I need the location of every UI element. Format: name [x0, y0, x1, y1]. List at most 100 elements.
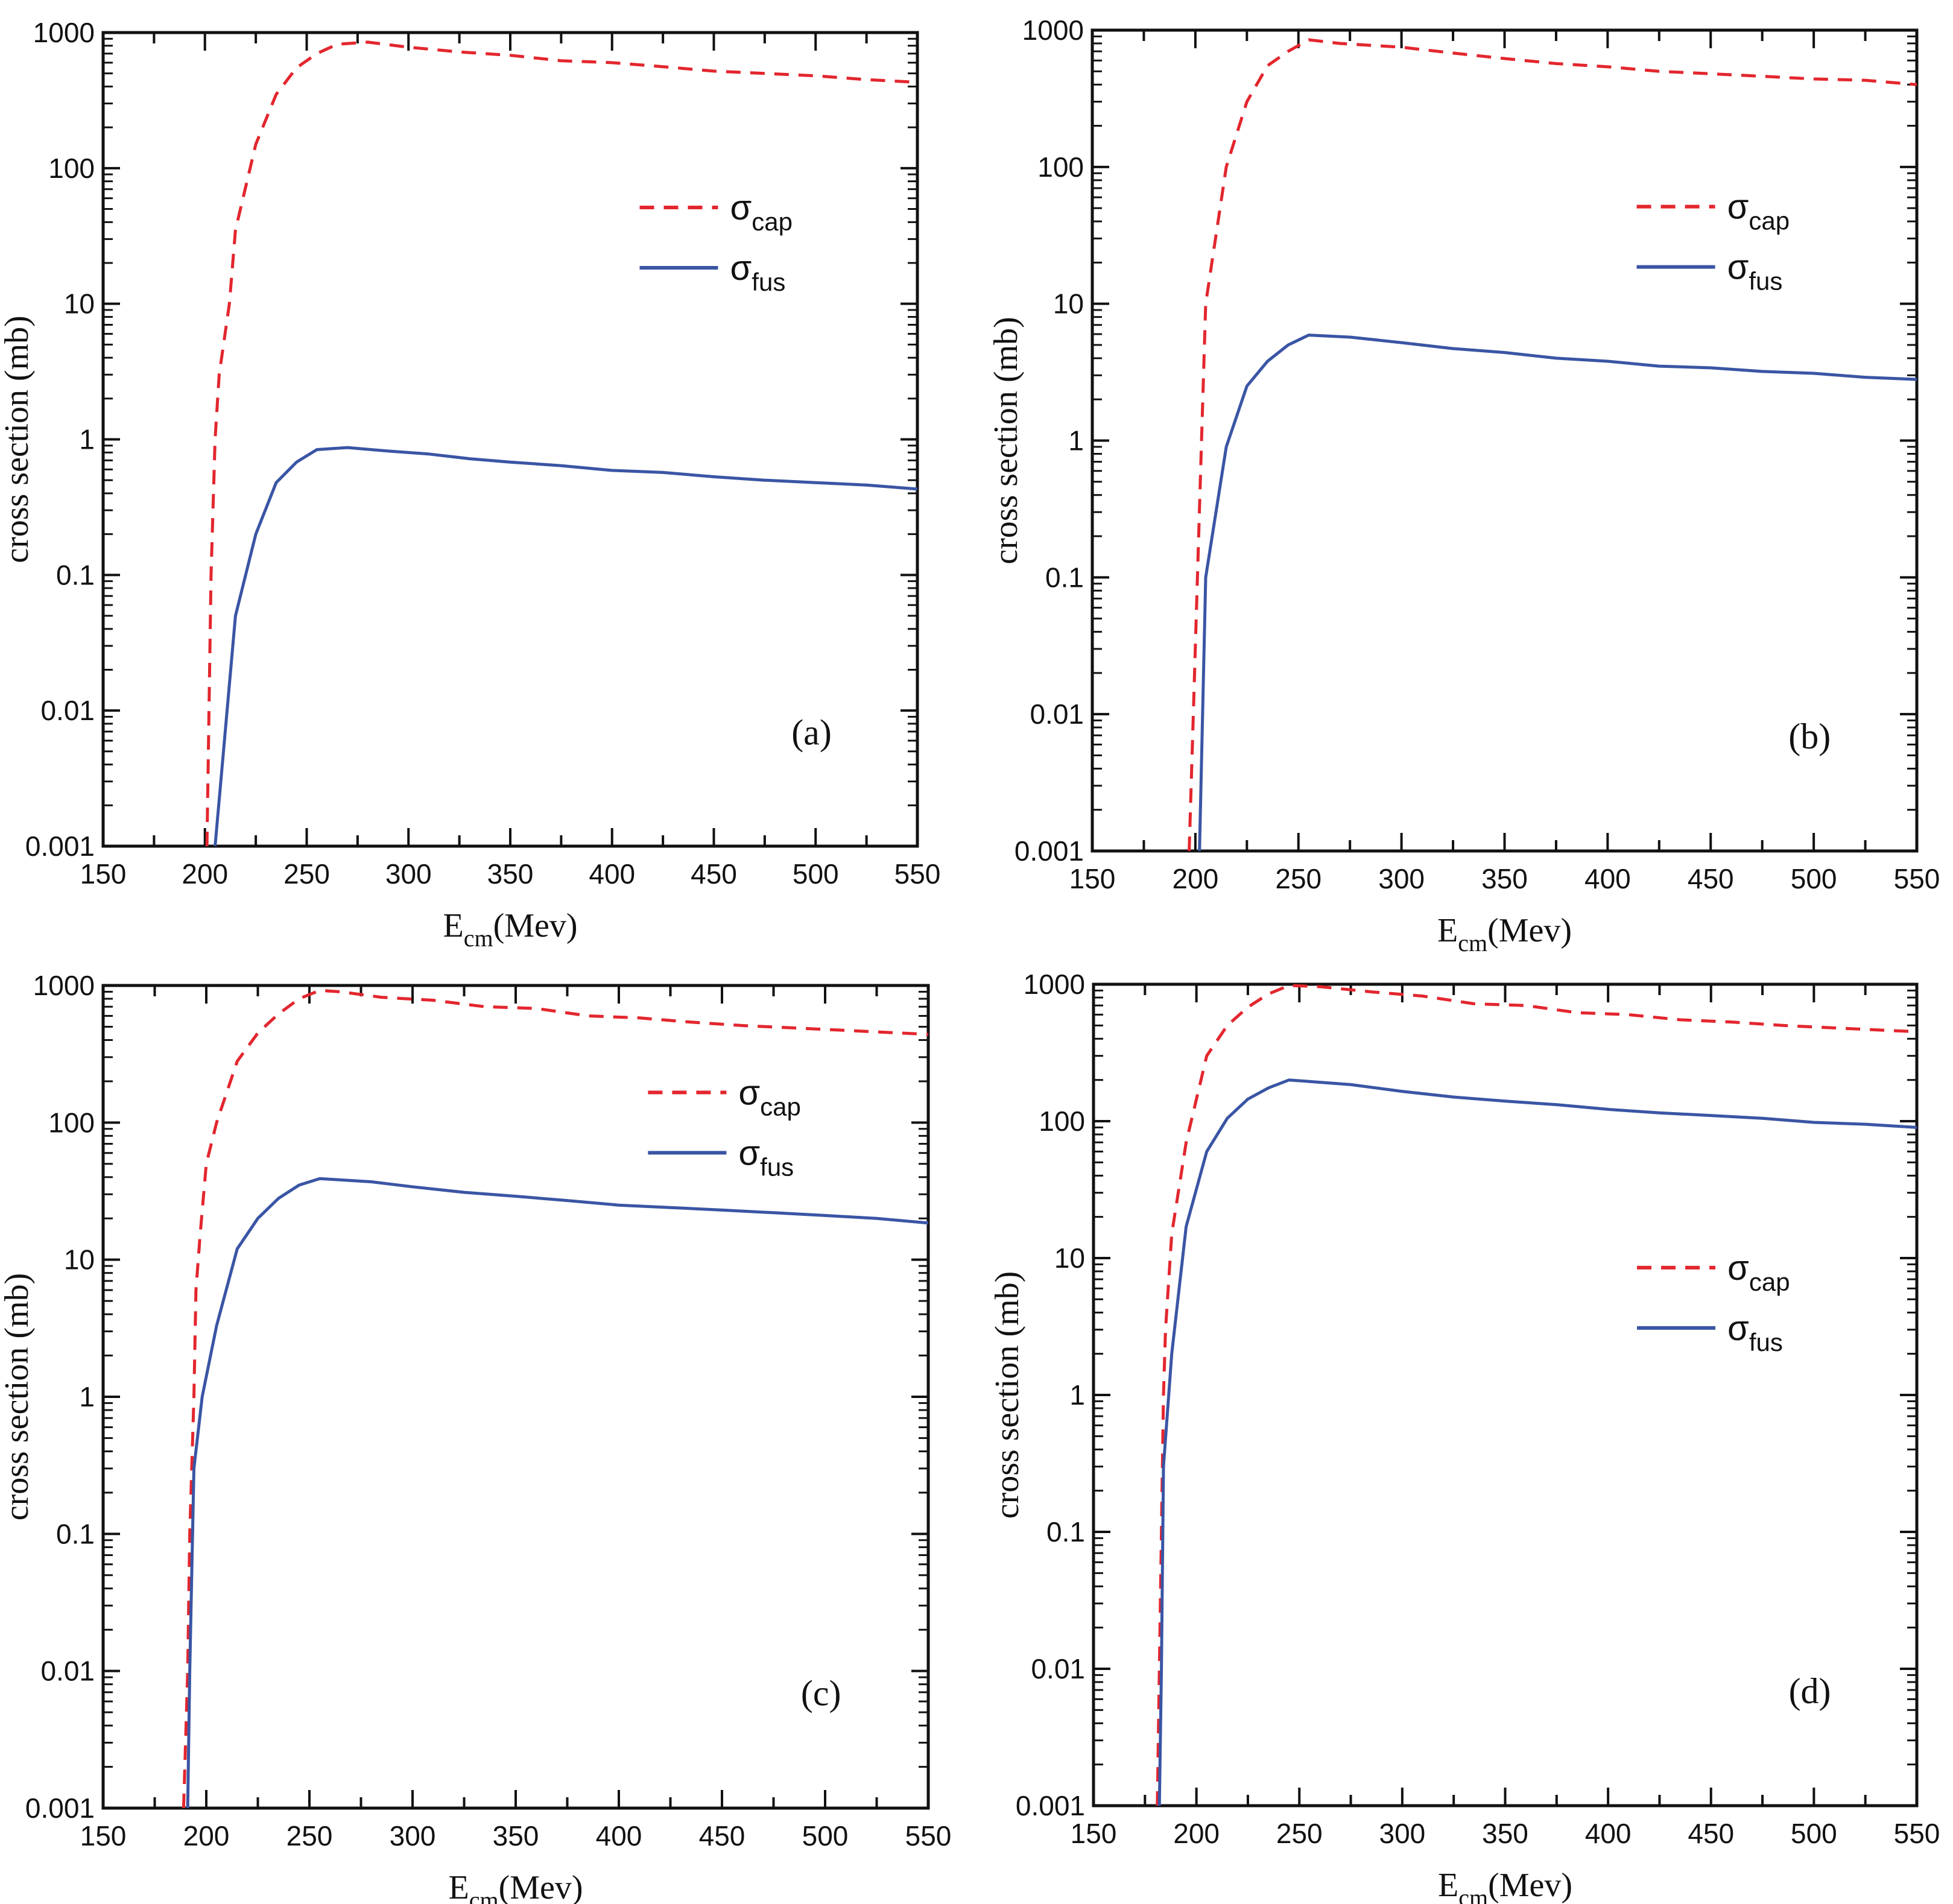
legend-label-fus: σfus — [738, 1133, 794, 1181]
legend: σcap σfus — [1636, 188, 1790, 296]
panel-label: (a) — [791, 712, 832, 752]
x-tick-label: 300 — [1378, 863, 1425, 894]
x-tick-label: 300 — [385, 858, 432, 890]
x-axis-title-unit: (Mev) — [1487, 912, 1572, 949]
panel-c: 150 200 250 300 350 400 450 500 550 0.001 0.01 0.1 1… — [0, 970, 951, 1904]
x-axis-title-unit: (Mev) — [493, 907, 578, 944]
legend-label-cap: σcap — [1727, 1248, 1790, 1296]
x-axis-title-unit: (Mev) — [499, 1869, 583, 1904]
x-axis-title-unit: (Mev) — [1488, 1867, 1572, 1904]
x-axis-title-main: E — [443, 907, 463, 944]
x-axis-title-main: E — [1437, 912, 1458, 949]
series-line-cap — [1156, 984, 1917, 1806]
y-axis-title: cross section (mb) — [0, 315, 36, 563]
y-tick-label: 1000 — [33, 970, 95, 1001]
x-tick-label: 250 — [286, 1820, 333, 1852]
x-tick-label: 250 — [1275, 863, 1322, 894]
y-tick-label: 0.001 — [1014, 835, 1084, 867]
x-axis-title-sub: cm — [469, 1887, 499, 1904]
x-tick-label: 200 — [183, 1820, 230, 1852]
series-group — [205, 40, 917, 846]
x-tick-label: 500 — [1791, 863, 1837, 894]
series-line-fus — [1198, 334, 1917, 851]
x-tick-label: 200 — [1173, 1818, 1220, 1849]
y-axis-title: cross section (mb) — [987, 317, 1025, 565]
panel-label: (d) — [1789, 1671, 1831, 1711]
x-tick-label: 450 — [691, 858, 737, 890]
legend-label-fus: σfus — [1727, 248, 1783, 296]
x-tick-label: 150 — [1069, 863, 1116, 894]
y-tick-label: 0.01 — [1030, 698, 1084, 730]
x-tick-label: 500 — [802, 1820, 849, 1852]
y-tick-label: 0.1 — [56, 559, 95, 590]
legend-label-cap: σcap — [1727, 188, 1790, 235]
x-tick-label: 450 — [1688, 1818, 1734, 1849]
x-axis-title-main: E — [1438, 1867, 1458, 1904]
legend: σcap σfus — [648, 1073, 801, 1181]
x-tick-label: 350 — [1482, 1818, 1528, 1849]
x-tick-label: 150 — [80, 858, 127, 890]
series-group — [1156, 984, 1917, 1806]
panel-label: (c) — [801, 1674, 841, 1713]
y-tick-label: 10 — [64, 1244, 95, 1276]
legend-label-fus: σfus — [730, 248, 786, 296]
x-axis-title: Ecm(Mev) — [448, 1869, 583, 1904]
y-tick-label: 10 — [1054, 1242, 1085, 1274]
x-tick-label: 550 — [1894, 863, 1940, 894]
y-tick-label: 100 — [1039, 1105, 1085, 1137]
series-group — [1188, 38, 1917, 851]
series-line-fus — [1157, 1078, 1917, 1806]
panel-b: 150 200 250 300 350 400 450 500 550 0.001 0.01 0.1 1… — [987, 14, 1940, 957]
y-tick-label: 10 — [1053, 288, 1084, 320]
series-line-cap — [205, 40, 917, 846]
series-line-cap — [182, 988, 928, 1808]
x-tick-label: 400 — [596, 1820, 642, 1852]
x-tick-label: 250 — [283, 858, 330, 890]
x-tick-label: 550 — [905, 1820, 952, 1852]
legend-label-cap: σcap — [738, 1073, 801, 1121]
x-axis-title-sub: cm — [1458, 929, 1487, 957]
y-tick-label: 1 — [1068, 425, 1084, 457]
y-tick-label: 0.001 — [1016, 1790, 1085, 1821]
x-tick-label: 200 — [1173, 863, 1219, 894]
x-tick-label: 300 — [390, 1820, 436, 1852]
y-tick-label: 0.01 — [1031, 1653, 1085, 1684]
x-tick-label: 500 — [793, 858, 839, 890]
y-tick-label: 1000 — [1024, 969, 1085, 1000]
x-tick-label: 350 — [493, 1820, 539, 1852]
x-tick-label: 550 — [1894, 1818, 1940, 1849]
panel-a: 150 200 250 300 350 400 450 500 550 0.001 0.01 0.1 1… — [0, 17, 940, 952]
legend: σcap σfus — [1637, 1248, 1790, 1356]
x-tick-label: 400 — [1584, 863, 1631, 894]
x-tick-label: 350 — [487, 858, 534, 890]
x-tick-label: 450 — [699, 1820, 745, 1852]
x-tick-label: 250 — [1276, 1818, 1323, 1849]
panel-d: 150 200 250 300 350 400 450 500 550 0.001 0.01 0.1 1… — [989, 969, 1940, 1904]
legend-label-cap: σcap — [730, 188, 793, 236]
y-tick-label: 0.1 — [1045, 561, 1084, 593]
x-tick-label: 200 — [182, 858, 228, 890]
x-axis-title-sub: cm — [1458, 1884, 1488, 1904]
y-tick-label: 0.001 — [25, 1792, 95, 1824]
x-tick-label: 300 — [1379, 1818, 1426, 1849]
x-tick-label: 350 — [1481, 863, 1528, 894]
y-tick-label: 100 — [48, 1107, 95, 1138]
y-tick-label: 0.1 — [1046, 1516, 1085, 1548]
x-tick-label: 450 — [1688, 863, 1734, 894]
x-tick-label: 150 — [1071, 1818, 1117, 1849]
y-tick-label: 0.001 — [25, 830, 95, 862]
y-axis-title: cross section (mb) — [989, 1271, 1026, 1519]
series-group — [182, 988, 928, 1808]
series-line-cap — [1188, 38, 1917, 851]
y-tick-label: 10 — [64, 288, 95, 320]
x-tick-label: 150 — [80, 1820, 127, 1852]
series-line-fus — [214, 446, 917, 846]
legend-label-fus: σfus — [1727, 1309, 1783, 1356]
series-line-fus — [186, 1177, 928, 1808]
panel-label: (b) — [1788, 716, 1831, 756]
legend: σcap σfus — [639, 188, 793, 296]
y-tick-label: 1000 — [1022, 14, 1084, 46]
x-axis-title-sub: cm — [464, 925, 493, 952]
y-tick-label: 1 — [1069, 1379, 1085, 1411]
